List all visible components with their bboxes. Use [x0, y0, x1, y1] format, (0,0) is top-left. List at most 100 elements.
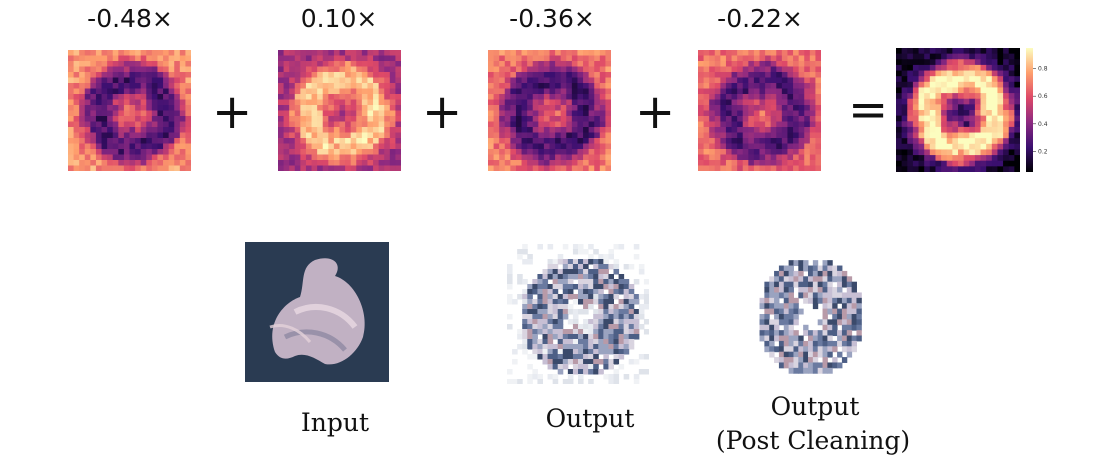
heatmap-cell	[765, 99, 772, 106]
heatmap-cell	[283, 83, 290, 90]
image-pixel	[774, 297, 780, 304]
heatmap-cell	[583, 165, 590, 171]
heatmap-cell	[488, 94, 495, 101]
heatmap-cell	[605, 72, 611, 79]
image-pixel	[562, 314, 569, 320]
heatmap-cell	[1008, 104, 1015, 111]
heatmap-cell	[174, 154, 181, 161]
heatmap-cell	[731, 88, 738, 95]
heatmap-cell	[935, 93, 942, 100]
heatmap-cell	[599, 61, 607, 68]
heatmap-cell	[107, 127, 114, 134]
heatmap-cell	[560, 99, 567, 106]
heatmap-cell	[356, 66, 363, 73]
image-pixel	[578, 299, 584, 305]
heatmap-cell	[345, 154, 352, 161]
heatmap-cell	[703, 110, 710, 117]
heatmap-cell	[157, 50, 164, 57]
image-pixel	[547, 349, 554, 355]
heatmap-cell	[510, 127, 517, 134]
image-pixel	[788, 308, 794, 315]
heatmap-cell	[68, 94, 75, 101]
heatmap-cell	[90, 99, 97, 106]
heatmap-cell	[907, 48, 914, 55]
heatmap-cell	[804, 132, 811, 139]
heatmap-cell	[969, 143, 976, 151]
heatmap-cell	[79, 99, 86, 106]
heatmap-cell	[804, 99, 811, 106]
heatmap-cell	[725, 50, 733, 57]
image-pixel	[817, 292, 824, 299]
heatmap-cell	[493, 149, 500, 156]
heatmap-cell	[798, 138, 805, 145]
heatmap-cell	[129, 77, 136, 84]
heatmap-cell	[521, 99, 528, 106]
heatmap-cell	[185, 61, 191, 68]
heatmap-cell	[521, 127, 528, 134]
image-pixel	[562, 264, 569, 270]
heatmap-cell	[107, 110, 114, 117]
heatmap-cell	[389, 149, 397, 156]
heatmap-cell	[504, 121, 511, 128]
image-pixel	[812, 357, 819, 363]
heatmap-cell	[599, 88, 607, 95]
heatmap-cell	[963, 132, 970, 139]
heatmap-cell	[980, 115, 987, 122]
image-pixel	[769, 276, 775, 283]
heatmap-cell	[311, 105, 318, 112]
heatmap-cell	[79, 127, 86, 134]
image-pixel	[578, 294, 584, 300]
heatmap-cell	[714, 116, 721, 123]
heatmap-cell	[731, 55, 738, 62]
heatmap-cell	[146, 88, 153, 95]
image-pixel	[613, 284, 620, 290]
heatmap-cell	[179, 72, 187, 79]
image-pixel	[808, 292, 814, 299]
heatmap-cell	[311, 138, 318, 145]
heatmap-cell	[759, 99, 766, 106]
image-pixel	[783, 297, 790, 304]
image-pixel	[588, 329, 594, 335]
heatmap-cell	[935, 48, 942, 55]
heatmap-cell	[991, 155, 999, 162]
heatmap-cell	[322, 127, 329, 134]
heatmap-cell	[798, 154, 805, 161]
image-pixel	[613, 344, 620, 350]
heatmap-cell	[179, 154, 187, 161]
image-pixel	[537, 294, 543, 300]
heatmap-cell	[185, 116, 191, 123]
heatmap-cell	[123, 99, 131, 106]
heatmap-cell	[322, 143, 329, 150]
heatmap-cell	[912, 98, 920, 105]
heatmap-cell	[577, 121, 584, 128]
image-pixel	[764, 308, 770, 315]
image-pixel	[507, 314, 513, 320]
heatmap-cell	[929, 59, 937, 66]
heatmap-cell	[90, 154, 97, 161]
image-pixel	[588, 254, 594, 260]
heatmap-cell	[714, 110, 721, 117]
image-pixel	[593, 269, 599, 275]
heatmap-cell	[809, 165, 817, 171]
heatmap-cell	[101, 132, 108, 139]
heatmap-cell	[135, 143, 142, 150]
heatmap-cell	[759, 94, 766, 101]
heatmap-cell	[963, 93, 970, 100]
image-pixel	[547, 334, 554, 340]
heatmap-cell	[737, 160, 744, 167]
heatmap-cell	[907, 64, 914, 72]
heatmap-cell	[333, 88, 341, 95]
heatmap-cell	[963, 110, 970, 117]
heatmap-cell	[140, 121, 147, 128]
heatmap-cell	[776, 132, 783, 139]
heatmap-cell	[946, 93, 953, 100]
heatmap-cell	[725, 143, 733, 150]
image-pixel	[628, 314, 635, 320]
heatmap-cell	[1008, 160, 1015, 167]
image-pixel	[572, 244, 579, 250]
heatmap-cell	[748, 160, 755, 167]
heatmap-cell	[787, 149, 794, 156]
heatmap-cell	[510, 165, 517, 171]
heatmap-cell	[703, 105, 710, 112]
heatmap-cell	[787, 121, 794, 128]
